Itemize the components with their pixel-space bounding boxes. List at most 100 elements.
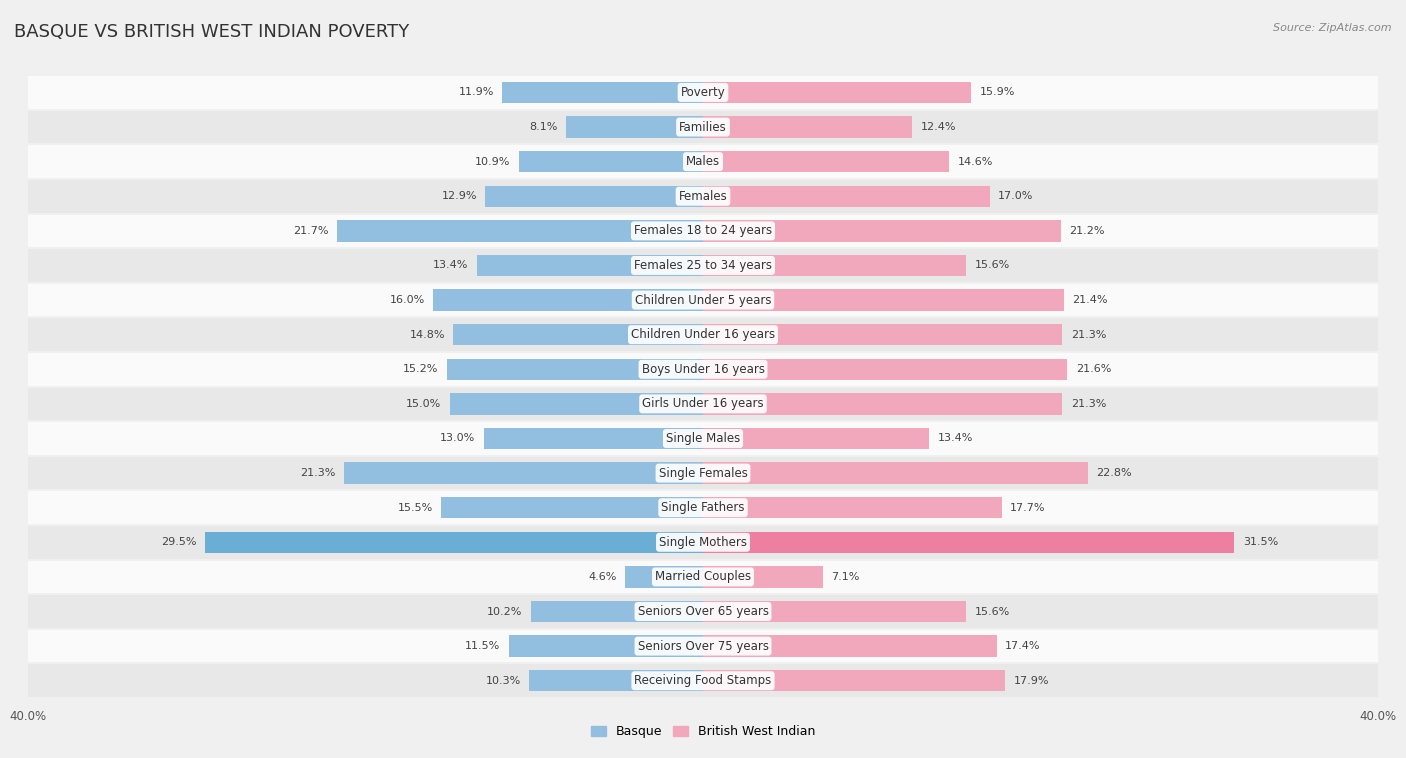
Bar <box>703 635 997 657</box>
Bar <box>703 497 1001 518</box>
Bar <box>28 353 1378 386</box>
Bar <box>509 635 703 657</box>
Bar <box>28 249 1378 282</box>
Text: 22.8%: 22.8% <box>1097 468 1132 478</box>
Bar <box>703 220 1060 242</box>
Text: Single Females: Single Females <box>658 467 748 480</box>
Bar <box>433 290 703 311</box>
Bar <box>28 630 1378 662</box>
Bar <box>441 497 703 518</box>
Bar <box>703 393 1063 415</box>
Bar <box>531 601 703 622</box>
Text: Single Fathers: Single Fathers <box>661 501 745 514</box>
Text: 15.9%: 15.9% <box>980 87 1015 98</box>
Bar <box>703 151 949 172</box>
Bar <box>626 566 703 587</box>
Bar <box>28 457 1378 490</box>
Bar <box>205 531 703 553</box>
Bar <box>703 290 1064 311</box>
Text: Females: Females <box>679 190 727 202</box>
Text: 12.4%: 12.4% <box>921 122 956 132</box>
Bar <box>703 116 912 138</box>
Text: 10.9%: 10.9% <box>475 157 510 167</box>
Bar <box>28 215 1378 247</box>
Bar <box>703 82 972 103</box>
Text: 15.5%: 15.5% <box>398 503 433 512</box>
Bar <box>477 255 703 276</box>
Bar <box>28 180 1378 212</box>
Text: 21.2%: 21.2% <box>1069 226 1105 236</box>
Text: 21.4%: 21.4% <box>1073 295 1108 305</box>
Bar <box>703 359 1067 380</box>
Bar <box>703 566 823 587</box>
Bar <box>450 393 703 415</box>
Text: Single Mothers: Single Mothers <box>659 536 747 549</box>
Text: 8.1%: 8.1% <box>530 122 558 132</box>
Text: 15.6%: 15.6% <box>974 606 1010 616</box>
Text: 14.6%: 14.6% <box>957 157 993 167</box>
Bar <box>703 670 1005 691</box>
Text: 21.3%: 21.3% <box>1071 399 1107 409</box>
Bar <box>28 146 1378 178</box>
Text: 11.9%: 11.9% <box>458 87 494 98</box>
Text: 17.0%: 17.0% <box>998 191 1033 202</box>
Text: Single Males: Single Males <box>666 432 740 445</box>
Bar <box>343 462 703 484</box>
Bar <box>28 283 1378 316</box>
Bar <box>703 255 966 276</box>
Text: 21.6%: 21.6% <box>1076 365 1111 374</box>
Legend: Basque, British West Indian: Basque, British West Indian <box>586 720 820 744</box>
Bar <box>703 601 966 622</box>
Text: Families: Families <box>679 121 727 133</box>
Bar <box>28 526 1378 559</box>
Bar <box>484 428 703 449</box>
Text: Children Under 5 years: Children Under 5 years <box>634 293 772 306</box>
Text: BASQUE VS BRITISH WEST INDIAN POVERTY: BASQUE VS BRITISH WEST INDIAN POVERTY <box>14 23 409 41</box>
Bar <box>703 462 1088 484</box>
Bar <box>485 186 703 207</box>
Bar <box>447 359 703 380</box>
Text: Seniors Over 75 years: Seniors Over 75 years <box>637 640 769 653</box>
Text: 29.5%: 29.5% <box>162 537 197 547</box>
Bar <box>703 428 929 449</box>
Bar <box>453 324 703 346</box>
Bar <box>703 531 1234 553</box>
Text: 4.6%: 4.6% <box>589 572 617 582</box>
Text: 15.2%: 15.2% <box>402 365 439 374</box>
Bar <box>703 324 1063 346</box>
Bar <box>502 82 703 103</box>
Text: 13.4%: 13.4% <box>938 434 973 443</box>
Text: 11.5%: 11.5% <box>465 641 501 651</box>
Text: Seniors Over 65 years: Seniors Over 65 years <box>637 605 769 618</box>
Bar <box>28 111 1378 143</box>
Text: 10.2%: 10.2% <box>486 606 523 616</box>
Text: 14.8%: 14.8% <box>409 330 444 340</box>
Bar <box>567 116 703 138</box>
Text: Males: Males <box>686 155 720 168</box>
Bar <box>28 595 1378 628</box>
Text: 15.6%: 15.6% <box>974 261 1010 271</box>
Text: 17.9%: 17.9% <box>1014 675 1049 686</box>
Text: Girls Under 16 years: Girls Under 16 years <box>643 397 763 410</box>
Text: 10.3%: 10.3% <box>485 675 520 686</box>
Bar <box>28 387 1378 420</box>
Bar <box>28 665 1378 697</box>
Text: 21.3%: 21.3% <box>299 468 335 478</box>
Text: Receiving Food Stamps: Receiving Food Stamps <box>634 674 772 688</box>
Text: 17.4%: 17.4% <box>1005 641 1040 651</box>
Text: Boys Under 16 years: Boys Under 16 years <box>641 363 765 376</box>
Bar <box>519 151 703 172</box>
Text: Females 18 to 24 years: Females 18 to 24 years <box>634 224 772 237</box>
Bar <box>28 422 1378 455</box>
Text: 15.0%: 15.0% <box>406 399 441 409</box>
Text: Females 25 to 34 years: Females 25 to 34 years <box>634 259 772 272</box>
Bar <box>529 670 703 691</box>
Text: 13.0%: 13.0% <box>440 434 475 443</box>
Text: 16.0%: 16.0% <box>389 295 425 305</box>
Bar <box>28 491 1378 524</box>
Text: 21.7%: 21.7% <box>292 226 329 236</box>
Text: Children Under 16 years: Children Under 16 years <box>631 328 775 341</box>
Text: 31.5%: 31.5% <box>1243 537 1278 547</box>
Bar <box>28 318 1378 351</box>
Text: 7.1%: 7.1% <box>831 572 859 582</box>
